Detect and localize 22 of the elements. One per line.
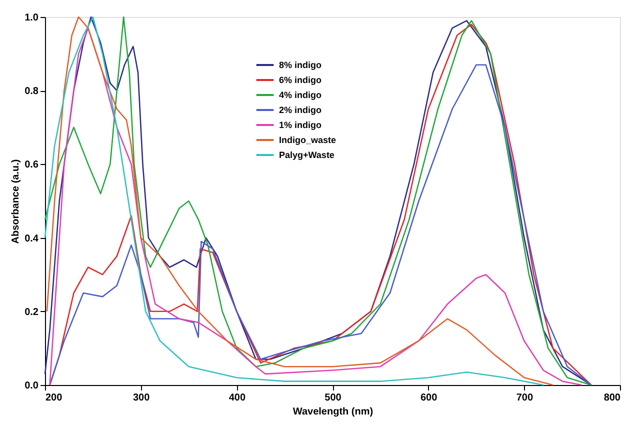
y-axis-title: Absorbance (a.u.)	[10, 159, 22, 244]
x-tick-label: 400	[228, 392, 246, 404]
y-tick-label: 1.0	[24, 12, 39, 24]
legend-label: 2% indigo	[279, 105, 322, 115]
x-axis-title: Wavelength (nm)	[292, 406, 374, 418]
legend-label: Palyg+Waste	[279, 150, 334, 160]
x-tick-label: 800	[604, 392, 621, 404]
x-tick-label: 600	[420, 392, 438, 404]
x-tick-label: 700	[516, 392, 534, 404]
legend-label: 8% indigo	[279, 60, 322, 70]
legend-label: 6% indigo	[279, 75, 322, 85]
x-tick-label: 200	[46, 392, 63, 404]
y-tick-label: 0.6	[24, 160, 39, 171]
x-tick-label: 300	[132, 392, 150, 404]
legend-label: 1% indigo	[279, 120, 322, 130]
y-tick-label: 0.2	[24, 306, 39, 318]
y-tick-label: 0.8	[24, 86, 39, 98]
y-tick-label: 0.0	[24, 380, 39, 392]
legend-label: Indigo_waste	[279, 135, 336, 145]
x-tick-label: 500	[324, 392, 342, 404]
legend-label: 4% indigo	[279, 90, 322, 100]
y-tick-label: 0.4	[24, 233, 39, 244]
